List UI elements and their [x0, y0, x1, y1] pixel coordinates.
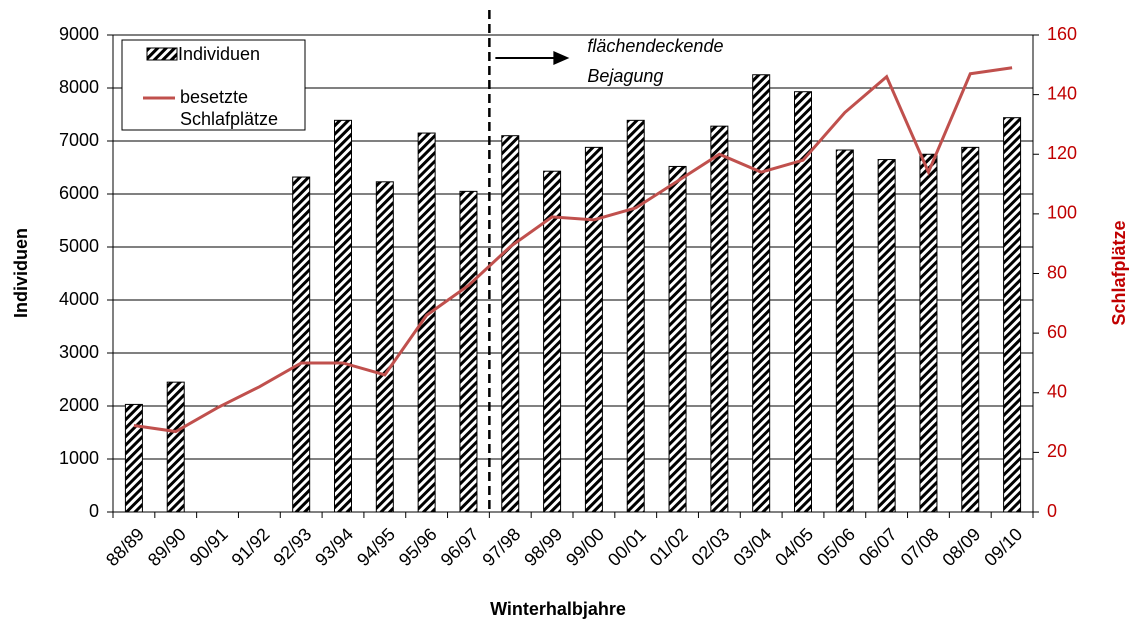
- bar: [961, 146, 980, 513]
- x-axis-title: Winterhalbjahre: [490, 599, 626, 619]
- bar: [919, 153, 938, 513]
- bar: [334, 119, 352, 513]
- bar: [124, 403, 143, 513]
- x-tick-label: 04/05: [771, 524, 817, 570]
- annotation: Bejagung: [587, 66, 663, 86]
- x-tick-label: 96/97: [437, 524, 483, 570]
- x-tick-label: 07/08: [897, 524, 943, 570]
- bar: [584, 146, 603, 513]
- bar: [835, 149, 854, 513]
- arrow-head: [553, 51, 570, 65]
- bar: [459, 190, 478, 513]
- x-tick-label: 92/93: [269, 524, 315, 570]
- y-tick-label: 9000: [59, 24, 99, 44]
- x-tick-label: 08/09: [938, 524, 984, 570]
- bar: [292, 176, 311, 513]
- y-tick-label: 5000: [59, 236, 99, 256]
- x-tick-label: 99/00: [562, 524, 608, 570]
- y-tick-label: 3000: [59, 342, 99, 362]
- y2-tick-label: 120: [1047, 143, 1077, 163]
- y2-tick-label: 40: [1047, 382, 1067, 402]
- x-tick-label: 94/95: [353, 524, 399, 570]
- x-tick-label: 05/06: [813, 524, 859, 570]
- y2-tick-label: 0: [1047, 501, 1057, 521]
- bar: [166, 381, 185, 513]
- y-tick-label: 2000: [59, 395, 99, 415]
- bar: [375, 181, 394, 513]
- y-tick-label: 4000: [59, 289, 99, 309]
- x-tick-label: 00/01: [604, 524, 650, 570]
- x-tick-label: 93/94: [311, 524, 357, 570]
- legend-swatch: [146, 47, 178, 61]
- x-tick-label: 89/90: [144, 524, 190, 570]
- y-tick-label: 8000: [59, 77, 99, 97]
- x-tick-label: 95/96: [395, 524, 441, 570]
- y2-tick-label: 20: [1047, 441, 1067, 461]
- bar: [752, 74, 771, 513]
- legend-label: Individuen: [178, 44, 260, 64]
- y2-tick-label: 140: [1047, 83, 1077, 103]
- y-tick-label: 7000: [59, 130, 99, 150]
- bar: [710, 125, 729, 513]
- bar: [417, 132, 436, 513]
- annotation: flächendeckende: [587, 36, 723, 56]
- y-tick-label: 6000: [59, 183, 99, 203]
- bar: [668, 165, 687, 513]
- x-tick-label: 02/03: [688, 524, 734, 570]
- legend-label: besetzte Schlafplätze: [180, 87, 278, 129]
- line: [133, 66, 1013, 434]
- bar: [543, 170, 562, 513]
- bar: [1003, 117, 1022, 513]
- y2-tick-label: 60: [1047, 322, 1067, 342]
- bar: [501, 135, 520, 513]
- x-tick-label: 09/10: [980, 524, 1026, 570]
- y2-tick-label: 80: [1047, 262, 1067, 282]
- y-tick-label: 0: [89, 501, 99, 521]
- x-tick-label: 97/98: [478, 524, 524, 570]
- y2-tick-label: 160: [1047, 24, 1077, 44]
- x-tick-label: 03/04: [729, 524, 775, 570]
- bar: [877, 159, 896, 513]
- x-tick-label: 06/07: [855, 524, 901, 570]
- bar: [794, 91, 812, 513]
- y2-tick-label: 100: [1047, 203, 1077, 223]
- x-tick-label: 90/91: [186, 524, 232, 570]
- y2-axis-title: Schlafplätze: [1109, 220, 1129, 325]
- y-axis-title: Individuen: [11, 228, 31, 318]
- x-tick-label: 91/92: [228, 524, 274, 570]
- y-tick-label: 1000: [59, 448, 99, 468]
- bar: [626, 119, 645, 513]
- x-tick-label: 01/02: [646, 524, 692, 570]
- x-tick-label: 98/99: [520, 524, 566, 570]
- x-tick-label: 88/89: [102, 524, 148, 570]
